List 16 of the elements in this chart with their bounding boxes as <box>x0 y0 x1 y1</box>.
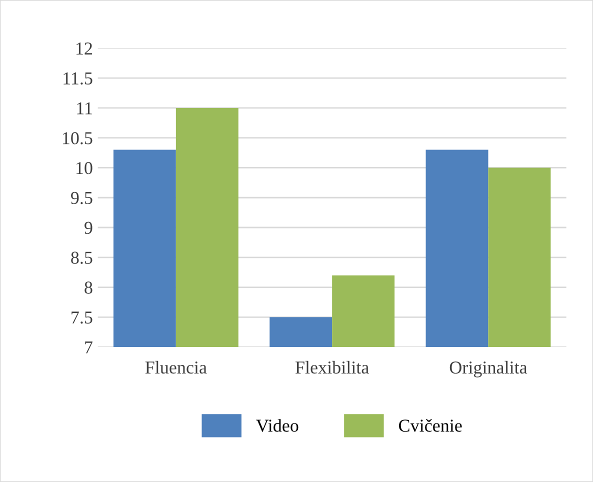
y-tick-label: 8.5 <box>71 252 92 264</box>
legend-label: Video <box>256 419 298 432</box>
y-tick-label: 7 <box>85 341 92 354</box>
y-tick-label: 10 <box>76 162 92 174</box>
y-tick-label: 9 <box>84 222 92 234</box>
y-tick-label: 11 <box>77 102 92 114</box>
legend-label: Cvičenie <box>398 419 462 432</box>
x-tick-label: Fluencia <box>145 360 207 374</box>
x-tick-label: Originalita <box>450 360 528 378</box>
y-tick-label: 7.5 <box>72 312 92 324</box>
y-tick-label: 9.5 <box>70 192 92 204</box>
x-tick-label: Flexibilita <box>295 360 369 374</box>
y-tick-label: 8 <box>84 282 92 294</box>
y-tick-label: 12 <box>76 42 92 54</box>
y-tick-label: 11.5 <box>64 72 92 85</box>
y-tick-label: 10.5 <box>62 132 92 144</box>
